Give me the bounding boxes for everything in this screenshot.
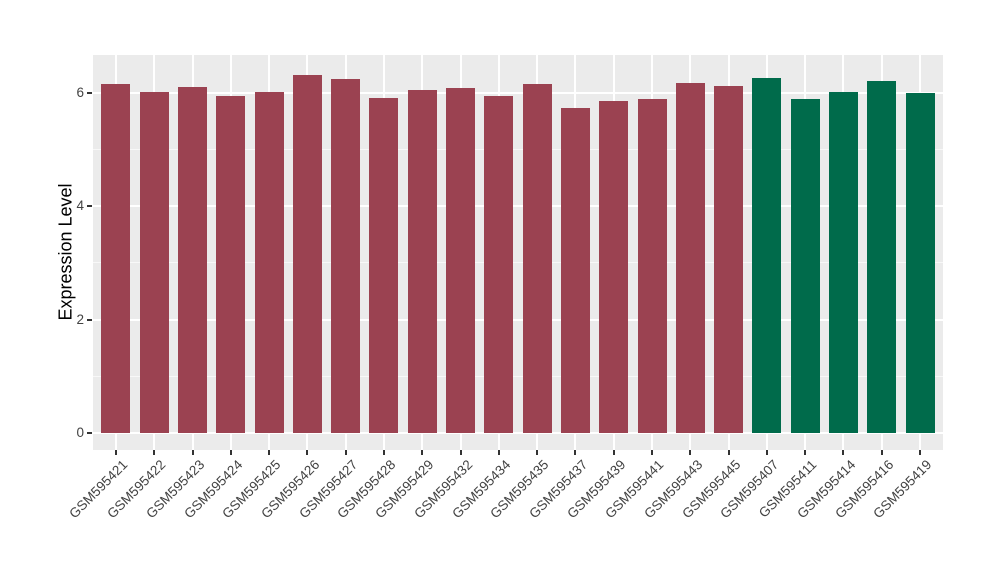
x-tick-mark-GSM595437 bbox=[574, 450, 577, 455]
bar-GSM595425 bbox=[254, 91, 284, 433]
x-tick-mark-GSM595414 bbox=[842, 450, 845, 455]
x-tick-mark-GSM595432 bbox=[459, 450, 462, 455]
bar-GSM595439 bbox=[599, 101, 629, 433]
y-tick-mark-6 bbox=[87, 91, 92, 94]
x-tick-mark-GSM595429 bbox=[421, 450, 424, 455]
gridline-minor-y-3 bbox=[93, 262, 943, 264]
x-tick-mark-GSM595426 bbox=[306, 450, 309, 455]
x-tick-mark-GSM595407 bbox=[765, 450, 768, 455]
x-tick-mark-GSM595423 bbox=[191, 450, 194, 455]
gridline-minor-y-1 bbox=[93, 375, 943, 377]
bar-GSM595441 bbox=[637, 99, 667, 433]
y-tick-label-0: 0 bbox=[76, 424, 84, 440]
x-tick-mark-GSM595439 bbox=[612, 450, 615, 455]
y-tick-label-4: 4 bbox=[76, 198, 84, 214]
x-tick-mark-GSM595422 bbox=[153, 450, 156, 455]
bar-GSM595429 bbox=[407, 90, 437, 433]
y-tick-label-2: 2 bbox=[76, 311, 84, 327]
bar-GSM595432 bbox=[446, 88, 476, 433]
bar-GSM595445 bbox=[714, 86, 744, 433]
bar-GSM595426 bbox=[292, 74, 322, 433]
gridline-major-y-6 bbox=[93, 91, 943, 94]
x-tick-mark-GSM595419 bbox=[919, 450, 922, 455]
x-tick-mark-GSM595411 bbox=[804, 450, 807, 455]
bar-GSM595443 bbox=[675, 82, 705, 433]
y-tick-label-6: 6 bbox=[76, 84, 84, 100]
bar-GSM595422 bbox=[139, 91, 169, 433]
bar-GSM595407 bbox=[752, 77, 782, 433]
x-tick-mark-GSM595421 bbox=[114, 450, 117, 455]
x-tick-mark-GSM595445 bbox=[727, 450, 730, 455]
bar-GSM595419 bbox=[905, 92, 935, 433]
y-tick-mark-0 bbox=[87, 431, 92, 434]
x-tick-mark-GSM595435 bbox=[536, 450, 539, 455]
x-tick-mark-GSM595441 bbox=[651, 450, 653, 455]
y-tick-mark-2 bbox=[87, 318, 92, 321]
bar-GSM595434 bbox=[484, 95, 514, 433]
bar-GSM595428 bbox=[369, 98, 399, 433]
bar-GSM595437 bbox=[560, 108, 590, 433]
gridline-major-y-4 bbox=[93, 205, 943, 208]
x-tick-mark-GSM595434 bbox=[497, 450, 500, 455]
bar-GSM595423 bbox=[178, 86, 208, 433]
gridline-major-y-2 bbox=[93, 318, 943, 321]
x-tick-mark-GSM595424 bbox=[229, 450, 232, 455]
y-tick-mark-4 bbox=[87, 205, 92, 208]
bar-GSM595424 bbox=[216, 95, 246, 433]
gridline-minor-y-5 bbox=[93, 149, 943, 151]
x-tick-mark-GSM595425 bbox=[268, 450, 271, 455]
x-tick-mark-GSM595416 bbox=[880, 450, 883, 455]
bar-GSM595427 bbox=[331, 78, 361, 433]
x-tick-mark-GSM595443 bbox=[689, 450, 692, 455]
x-tick-mark-GSM595428 bbox=[382, 450, 385, 455]
bar-GSM595414 bbox=[828, 91, 858, 433]
plot-panel bbox=[93, 55, 943, 450]
gridline-major-y-0 bbox=[93, 431, 943, 434]
bar-GSM595416 bbox=[867, 80, 897, 433]
bar-GSM595411 bbox=[790, 99, 820, 433]
bar-GSM595421 bbox=[101, 84, 131, 433]
x-tick-mark-GSM595427 bbox=[344, 450, 347, 455]
bar-GSM595435 bbox=[522, 83, 552, 433]
